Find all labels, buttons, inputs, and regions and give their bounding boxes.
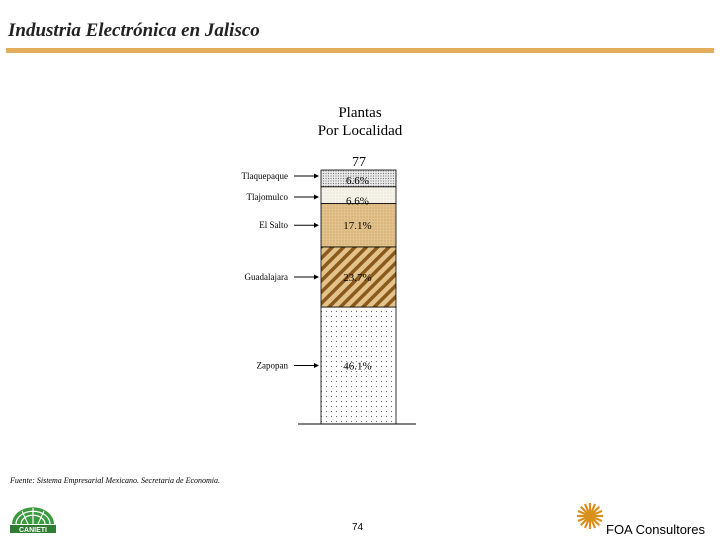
slide-title: Industria Electrónica en Jalisco (8, 20, 260, 41)
value-label-tlajomulco: 6.6% (346, 195, 369, 207)
category-label-tlajomulco: Tlajomulco (247, 192, 289, 202)
value-label-zapopan: 46.1% (343, 361, 371, 373)
chart-subtitle: Por Localidad (317, 123, 403, 139)
title-rule (6, 48, 714, 53)
bar-segment-zapopan (320, 306, 397, 425)
arrow-head-guadalajara (314, 274, 319, 280)
page-number: 74 (352, 522, 364, 533)
total-label: 77 (352, 155, 366, 170)
chart-title: Plantas (338, 105, 382, 121)
arrow-head-el-salto (314, 222, 319, 228)
category-label-tlaquepaque: Tlaquepaque (242, 171, 288, 181)
arrow-head-tlaquepaque (314, 173, 319, 179)
category-label-zapopan: Zapopan (257, 361, 289, 371)
arrow-head-zapopan (314, 363, 319, 369)
category-label-el-salto: El Salto (259, 220, 288, 230)
arrow-head-tlajomulco (314, 194, 319, 200)
source-note: Fuente: Sistema Empresarial Mexicano. Se… (10, 476, 221, 485)
value-label-guadalajara: 23.7% (343, 272, 371, 284)
canieti-logo: CANIETI (10, 507, 56, 534)
logo-text: CANIETI (19, 527, 47, 534)
category-label-guadalajara: Guadalajara (245, 272, 288, 282)
bar-segment-el-salto (320, 203, 397, 248)
value-label-tlaquepaque: 6.6% (346, 175, 369, 187)
foa-sun-logo (577, 503, 603, 529)
chart-title-block: Plantas Por Localidad (280, 104, 440, 140)
brand-name: FOA Consultores (606, 522, 705, 537)
bar-segment-tlaquepaque (320, 169, 397, 188)
value-label-el-salto: 17.1% (343, 220, 371, 232)
